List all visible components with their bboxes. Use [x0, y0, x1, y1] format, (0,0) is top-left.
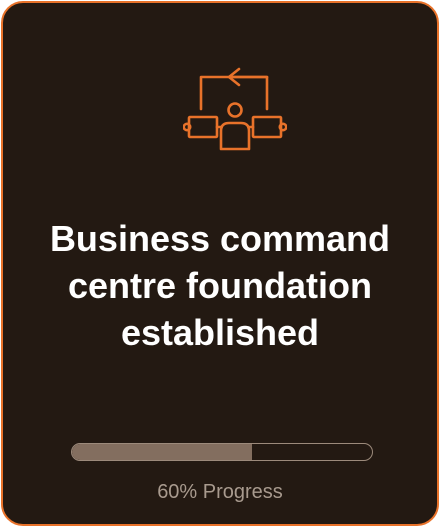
milestone-title: Business command centre foundation estab…: [3, 215, 437, 356]
milestone-title-line: Business command: [49, 218, 391, 259]
progress-label: 60% Progress: [157, 481, 283, 503]
milestone-title-line: centre foundation: [68, 265, 372, 306]
progress-bar: [71, 443, 373, 461]
milestone-title-line: established: [120, 312, 320, 353]
workflow-person-icon: [183, 65, 287, 155]
progress-bar-fill: [72, 444, 252, 460]
